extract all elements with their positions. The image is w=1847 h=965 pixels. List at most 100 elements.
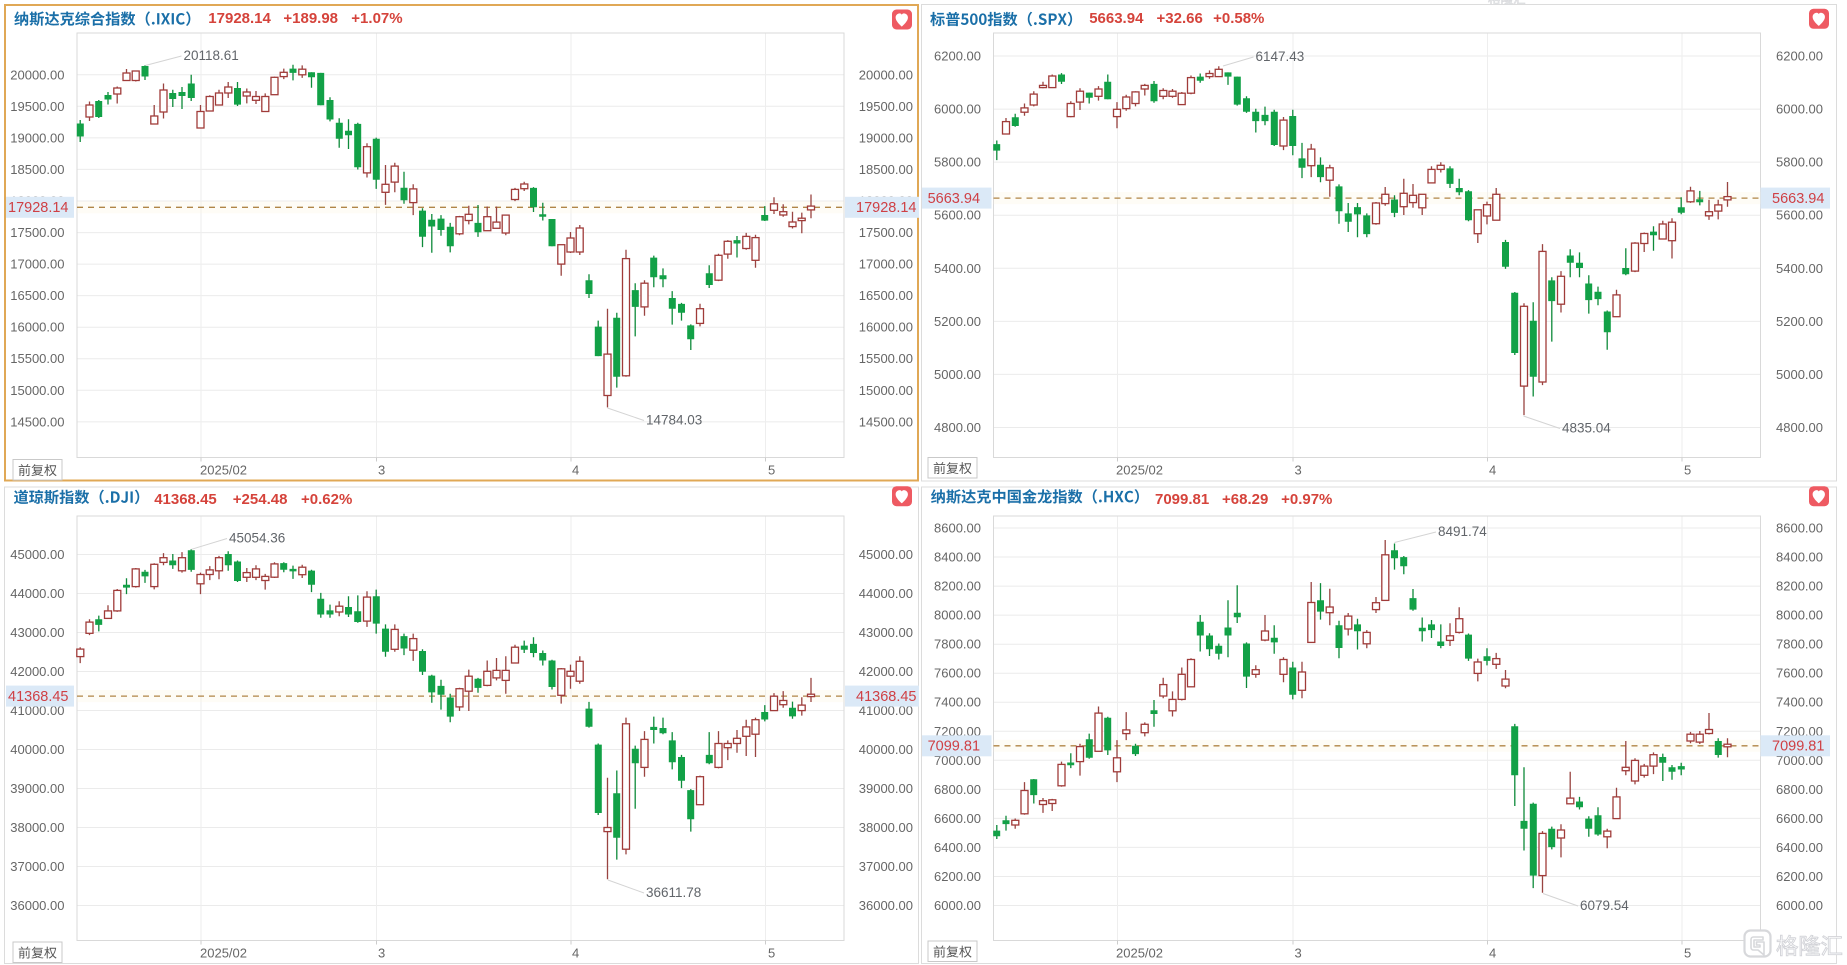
svg-text:8200.00: 8200.00 [934,579,981,594]
svg-text:6079.54: 6079.54 [1580,898,1629,913]
svg-text:6200.00: 6200.00 [934,49,981,64]
svg-text:2025/02: 2025/02 [200,463,247,478]
svg-text:44000.00: 44000.00 [859,586,913,601]
svg-text:6400.00: 6400.00 [1776,840,1823,855]
svg-text:4835.04: 4835.04 [1562,421,1611,436]
svg-text:5800.00: 5800.00 [1776,155,1823,170]
svg-text:16000.00: 16000.00 [10,320,64,335]
svg-text:7099.81: 7099.81 [928,739,980,755]
svg-text:8600.00: 8600.00 [934,521,981,536]
svg-text:16500.00: 16500.00 [10,288,64,303]
svg-text:43000.00: 43000.00 [859,625,913,640]
svg-text:5663.94: 5663.94 [1772,191,1824,207]
svg-text:39000.00: 39000.00 [10,781,64,796]
svg-text:8600.00: 8600.00 [1776,521,1823,536]
svg-text:14784.03: 14784.03 [646,413,702,428]
svg-text:19500.00: 19500.00 [859,99,913,114]
svg-text:+68.29: +68.29 [1222,491,1268,508]
svg-text:2025/02: 2025/02 [1116,946,1163,961]
svg-text:3: 3 [1295,946,1302,961]
svg-text:18500.00: 18500.00 [10,162,64,177]
svg-text:4: 4 [572,946,579,961]
svg-text:+0.58%: +0.58% [1213,10,1264,27]
svg-text:15000.00: 15000.00 [859,383,913,398]
svg-text:8491.74: 8491.74 [1438,524,1487,539]
svg-text:8400.00: 8400.00 [934,550,981,565]
svg-text:6000.00: 6000.00 [934,898,981,913]
svg-text:37000.00: 37000.00 [10,859,64,874]
svg-text:5600.00: 5600.00 [1776,208,1823,223]
svg-text:16000.00: 16000.00 [859,320,913,335]
svg-text:2025/02: 2025/02 [1116,463,1163,478]
svg-text:8200.00: 8200.00 [1776,579,1823,594]
svg-text:38000.00: 38000.00 [10,820,64,835]
svg-text:42000.00: 42000.00 [10,664,64,679]
svg-text:36000.00: 36000.00 [10,898,64,913]
svg-text:7800.00: 7800.00 [1776,637,1823,652]
svg-text:6400.00: 6400.00 [934,840,981,855]
svg-text:+0.62%: +0.62% [301,491,352,508]
svg-text:6800.00: 6800.00 [934,782,981,797]
svg-text:4: 4 [572,463,579,478]
svg-text:4800.00: 4800.00 [934,420,981,435]
svg-text:36000.00: 36000.00 [859,898,913,913]
svg-text:5663.94: 5663.94 [928,191,980,207]
svg-text:5400.00: 5400.00 [934,261,981,276]
svg-text:7200.00: 7200.00 [934,724,981,739]
svg-text:17928.14: 17928.14 [856,200,916,216]
svg-text:19500.00: 19500.00 [10,99,64,114]
svg-text:3: 3 [378,463,385,478]
svg-text:7200.00: 7200.00 [1776,724,1823,739]
svg-text:40000.00: 40000.00 [859,742,913,757]
svg-text:17928.14: 17928.14 [208,10,271,27]
svg-text:7000.00: 7000.00 [1776,753,1823,768]
svg-text:+1.07%: +1.07% [351,10,402,27]
svg-text:6147.43: 6147.43 [1256,49,1305,64]
svg-text:5200.00: 5200.00 [934,314,981,329]
svg-text:8000.00: 8000.00 [1776,608,1823,623]
svg-text:5000.00: 5000.00 [934,367,981,382]
svg-text:7400.00: 7400.00 [934,695,981,710]
svg-text:15500.00: 15500.00 [10,351,64,366]
svg-text:6600.00: 6600.00 [934,811,981,826]
svg-text:5400.00: 5400.00 [1776,261,1823,276]
svg-text:6800.00: 6800.00 [1776,782,1823,797]
svg-text:15500.00: 15500.00 [859,351,913,366]
svg-text:37000.00: 37000.00 [859,859,913,874]
svg-text:5663.94: 5663.94 [1089,10,1144,27]
svg-text:44000.00: 44000.00 [10,586,64,601]
svg-text:7600.00: 7600.00 [934,666,981,681]
svg-text:18500.00: 18500.00 [859,162,913,177]
svg-text:41000.00: 41000.00 [10,703,64,718]
svg-text:8400.00: 8400.00 [1776,550,1823,565]
svg-text:14500.00: 14500.00 [859,414,913,429]
svg-text:16500.00: 16500.00 [859,288,913,303]
svg-text:5000.00: 5000.00 [1776,367,1823,382]
svg-text:14500.00: 14500.00 [10,414,64,429]
svg-text:6000.00: 6000.00 [1776,898,1823,913]
svg-text:4800.00: 4800.00 [1776,420,1823,435]
svg-text:7800.00: 7800.00 [934,637,981,652]
svg-text:45000.00: 45000.00 [10,547,64,562]
svg-text:39000.00: 39000.00 [859,781,913,796]
svg-text:6000.00: 6000.00 [934,102,981,117]
svg-text:42000.00: 42000.00 [859,664,913,679]
svg-text:5: 5 [1684,463,1691,478]
svg-text:7000.00: 7000.00 [934,753,981,768]
svg-text:43000.00: 43000.00 [10,625,64,640]
svg-text:20000.00: 20000.00 [10,67,64,82]
svg-text:6200.00: 6200.00 [1776,869,1823,884]
svg-text:41368.45: 41368.45 [856,689,916,705]
svg-text:+189.98: +189.98 [283,10,338,27]
svg-text:41368.45: 41368.45 [154,491,217,508]
svg-text:41000.00: 41000.00 [859,703,913,718]
svg-text:17500.00: 17500.00 [859,225,913,240]
svg-text:40000.00: 40000.00 [10,742,64,757]
svg-text:7600.00: 7600.00 [1776,666,1823,681]
svg-text:36611.78: 36611.78 [646,885,701,900]
svg-text:41368.45: 41368.45 [8,689,68,705]
svg-text:17000.00: 17000.00 [859,257,913,272]
svg-text:19000.00: 19000.00 [859,130,913,145]
svg-text:7099.81: 7099.81 [1772,739,1824,755]
svg-text:3: 3 [378,946,385,961]
